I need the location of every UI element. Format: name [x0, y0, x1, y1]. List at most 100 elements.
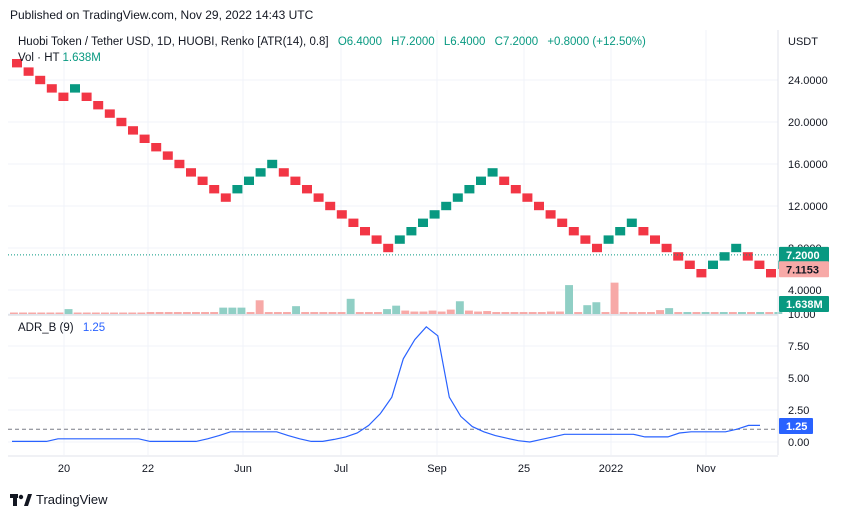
volume-bar: [255, 300, 264, 314]
renko-brick: [661, 243, 672, 253]
adr-tick-label: 7.50: [788, 341, 809, 353]
footer-brand[interactable]: TradingView: [10, 492, 108, 507]
tradingview-logo-icon: [10, 493, 32, 506]
volume-bar: [328, 312, 337, 314]
volume-bar: [164, 312, 173, 314]
renko-brick: [580, 235, 591, 244]
last-price-tag-bg: [779, 246, 829, 263]
price-tags: 7.2000 7.1153 1.638M 1.25: [779, 246, 829, 434]
volume-bar: [647, 312, 655, 314]
volume-bar: [483, 311, 492, 314]
volume-bar: [747, 312, 755, 314]
renko-brick: [418, 218, 428, 227]
renko-brick: [568, 227, 579, 236]
renko-brick: [383, 243, 394, 253]
renko-brick: [684, 260, 695, 269]
renko-brick: [313, 193, 324, 202]
volume-bar: [756, 312, 765, 314]
adr-tick-label: 0.00: [788, 437, 809, 449]
renko-brick: [650, 235, 660, 244]
indicator-label: ADR_B (9): [18, 322, 74, 334]
x-tick-label: Sep: [427, 463, 447, 475]
renko-brick: [244, 176, 254, 185]
renko-brick: [104, 109, 115, 118]
y-tick-label: 24.0000: [788, 75, 828, 87]
adr-indicator: [8, 325, 778, 443]
brand-name: TradingView: [36, 492, 108, 507]
volume-bar: [173, 312, 182, 314]
x-tick-label: 22: [142, 463, 154, 475]
adr-tick-label: 5.00: [788, 373, 809, 385]
volume-bar: [474, 311, 482, 314]
renko-brick: [626, 218, 637, 227]
volume-bar: [119, 312, 128, 314]
renko-brick: [93, 101, 104, 110]
volume-bar: [346, 298, 355, 314]
y-tick-label: 20.0000: [788, 117, 828, 129]
renko-brick: [603, 235, 614, 244]
renko-brick: [452, 193, 463, 202]
volume-bar: [510, 312, 519, 314]
volume-bar: [519, 312, 528, 314]
volume-bar: [528, 312, 537, 314]
renko-brick: [371, 235, 382, 244]
volume-bar: [301, 312, 310, 314]
volume-bar: [674, 312, 683, 314]
volume-bar: [455, 301, 464, 314]
volume-bar: [610, 282, 619, 314]
volume-label: Vol · HT: [18, 52, 60, 64]
renko-brick: [592, 243, 602, 253]
renko-brick: [278, 168, 289, 177]
renko-brick: [673, 252, 684, 261]
renko-brick: [186, 168, 196, 177]
volume-bar: [101, 312, 109, 314]
renko-brick: [255, 168, 266, 177]
volume-bar: [738, 312, 746, 314]
renko-brick: [499, 176, 510, 185]
axes: 2022JunJulSep252022Nov4.00008.000012.000…: [8, 30, 828, 475]
y-tick-label: 4.0000: [788, 285, 822, 297]
volume-bar: [46, 312, 55, 314]
volume-bar: [719, 312, 728, 314]
volume-bar: [155, 312, 164, 314]
volume-bar: [310, 312, 319, 314]
renko-brick: [406, 227, 417, 236]
currency-label: USDT: [788, 36, 818, 48]
renko-brick: [162, 151, 173, 160]
volume-bar: [264, 312, 273, 314]
renko-brick: [510, 185, 521, 194]
renko-brick: [348, 218, 359, 227]
x-tick-label: 2022: [599, 463, 623, 475]
renko-brick: [476, 176, 486, 185]
volume-bar: [556, 311, 564, 314]
volume-bar: [10, 312, 18, 314]
indicator-legend: ADR_B (9) 1.25: [18, 322, 105, 334]
volume-bar: [55, 312, 64, 314]
volume-bar: [219, 307, 228, 314]
volume-bar: [283, 312, 291, 314]
open-value: O6.4000: [337, 36, 382, 48]
y-tick-label: 12.0000: [788, 201, 828, 213]
volume-bar: [19, 312, 27, 314]
volume-bar: [419, 311, 428, 314]
renko-brick: [232, 185, 243, 194]
renko-brick: [545, 210, 556, 219]
adr-tick-label: 2.50: [788, 405, 809, 417]
volume-bar: [91, 312, 100, 314]
renko-brick: [197, 176, 208, 185]
volume-bar: [64, 309, 73, 314]
volume-bar: [146, 312, 155, 314]
chart-legend: Huobi Token / Tether USD, 1D, HUOBI, Ren…: [18, 36, 652, 48]
renko-brick: [742, 252, 753, 261]
volume-bar: [192, 312, 200, 314]
volume-bar: [683, 312, 692, 314]
renko-brick: [731, 243, 742, 253]
volume-bar: [337, 312, 346, 314]
renko-bricks: [8, 59, 800, 278]
volume-bar: [701, 312, 710, 314]
volume-bar: [82, 312, 91, 314]
renko-brick: [46, 84, 57, 93]
volume-bar: [692, 312, 701, 314]
volume-legend: Vol · HT 1.638M: [18, 52, 101, 64]
